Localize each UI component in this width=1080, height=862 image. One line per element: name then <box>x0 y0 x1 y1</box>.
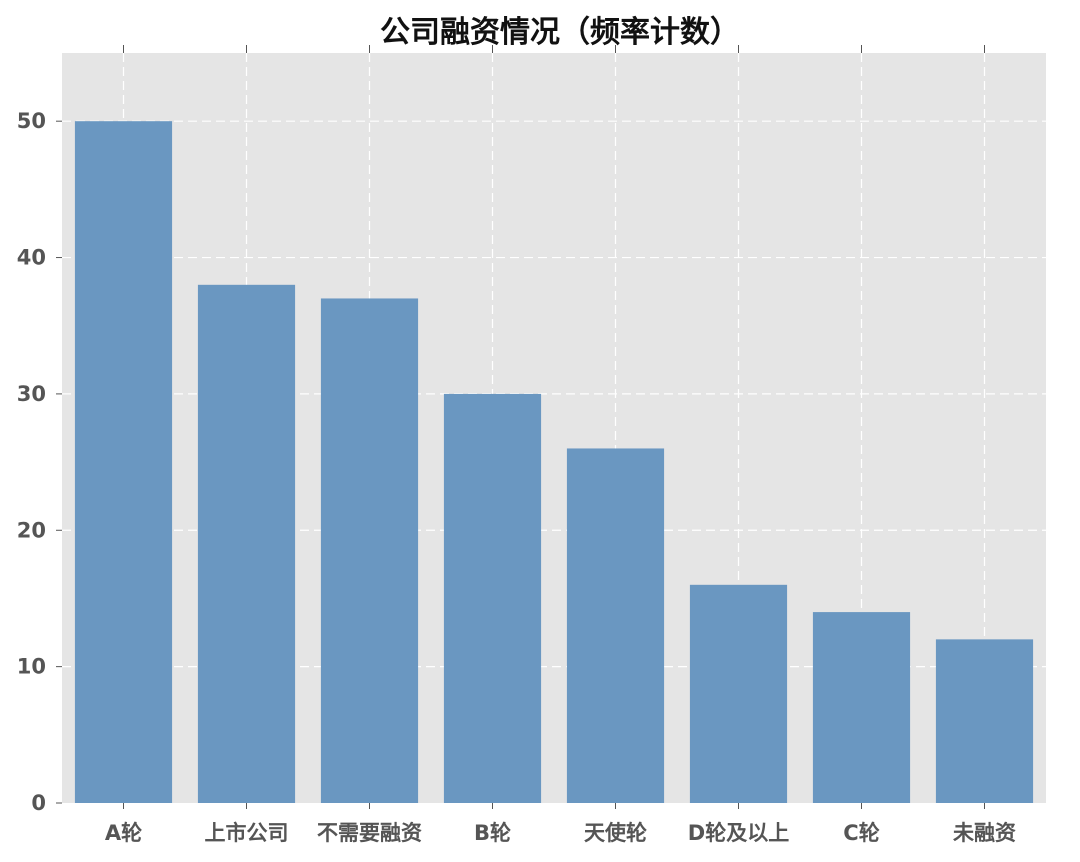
y-axis-ticks: 0 10 20 30 40 50 <box>17 109 62 815</box>
x-tick-label: C轮 <box>843 821 879 845</box>
bar <box>197 284 296 803</box>
x-tick-label: D轮及以上 <box>688 821 789 845</box>
x-tick-label: 天使轮 <box>584 821 647 845</box>
y-tick-label: 20 <box>17 518 46 542</box>
x-tick-label: B轮 <box>474 821 511 845</box>
y-tick-label: 0 <box>31 791 46 815</box>
y-tick-label: 40 <box>17 246 46 270</box>
x-tick-label: 不需要融资 <box>317 821 422 845</box>
bar <box>320 298 419 803</box>
y-tick-label: 50 <box>17 109 46 133</box>
x-tick-label: 上市公司 <box>205 821 289 845</box>
bar <box>689 584 788 803</box>
bars <box>74 121 1034 803</box>
x-tick-label: A轮 <box>105 821 142 845</box>
bar <box>566 448 665 803</box>
x-axis-ticks: A轮 上市公司 不需要融资 B轮 天使轮 D轮及以上 C轮 未融资 <box>105 45 1016 845</box>
bar <box>74 121 173 803</box>
bar <box>935 639 1034 803</box>
bar <box>443 393 542 803</box>
bar <box>812 612 911 803</box>
x-tick-label: 未融资 <box>953 821 1016 845</box>
chart-title: 公司融资情况（频率计数） <box>380 15 740 50</box>
y-tick-label: 30 <box>17 382 46 406</box>
y-tick-label: 10 <box>17 655 46 679</box>
